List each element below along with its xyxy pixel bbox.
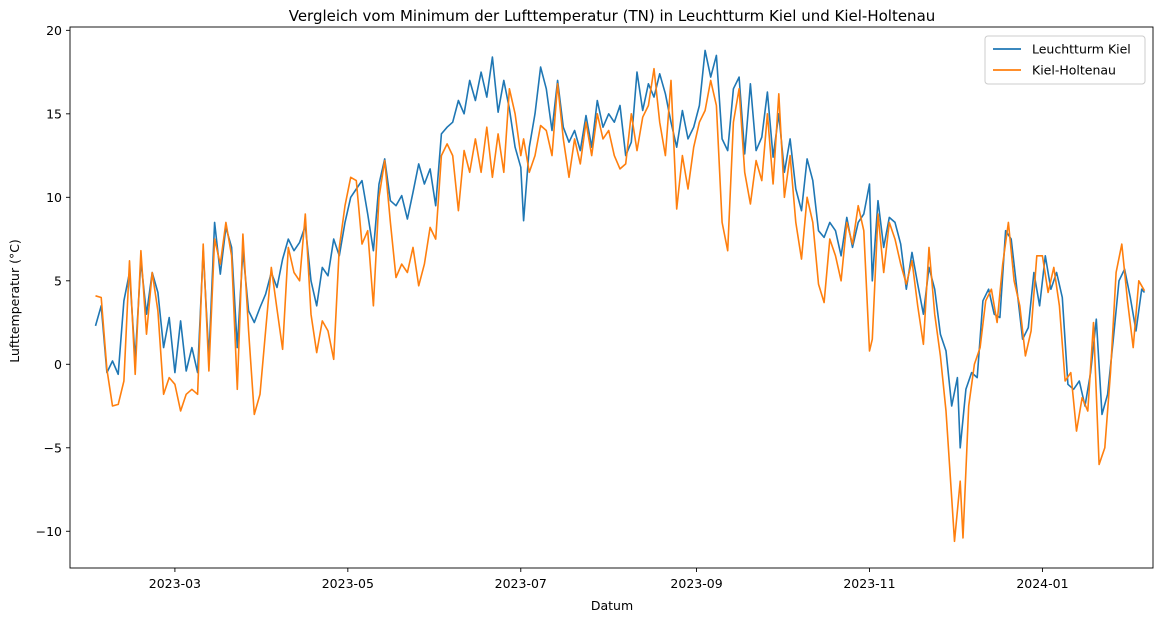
y-tick-label: −10: [36, 524, 62, 539]
series-line-2: [95, 67, 1146, 543]
y-tick-label: −5: [44, 440, 62, 455]
x-tick-label: 2023-09: [670, 576, 722, 591]
x-axis-label: Datum: [591, 598, 633, 613]
x-tick-label: 2023-11: [843, 576, 895, 591]
legend-box: [984, 35, 1146, 85]
chart-title: Vergleich vom Minimum der Lufttemperatur…: [289, 7, 936, 25]
y-tick-label: 0: [54, 357, 62, 372]
axes-frame: [69, 26, 1154, 569]
x-tick-label: 2023-05: [322, 576, 374, 591]
y-tick-label: 20: [46, 23, 62, 38]
x-tick-label: 2024-01: [1016, 576, 1068, 591]
legend-label: Leuchtturm Kiel: [1032, 42, 1131, 57]
legend-label: Kiel-Holtenau: [1032, 63, 1116, 78]
y-tick-label: 10: [46, 190, 62, 205]
x-tick-label: 2023-07: [495, 576, 547, 591]
legend: Leuchtturm Kiel Kiel-Holtenau: [984, 35, 1146, 85]
plot-area: 2023-03 2023-05 2023-07 2023-09 2023-11 2024-…: [36, 23, 1154, 591]
y-axis-label: Lufttemperatur (°C): [7, 239, 22, 363]
x-tick-label: 2023-03: [149, 576, 201, 591]
y-tick-label: 5: [54, 273, 62, 288]
y-tick-label: 15: [46, 106, 62, 121]
